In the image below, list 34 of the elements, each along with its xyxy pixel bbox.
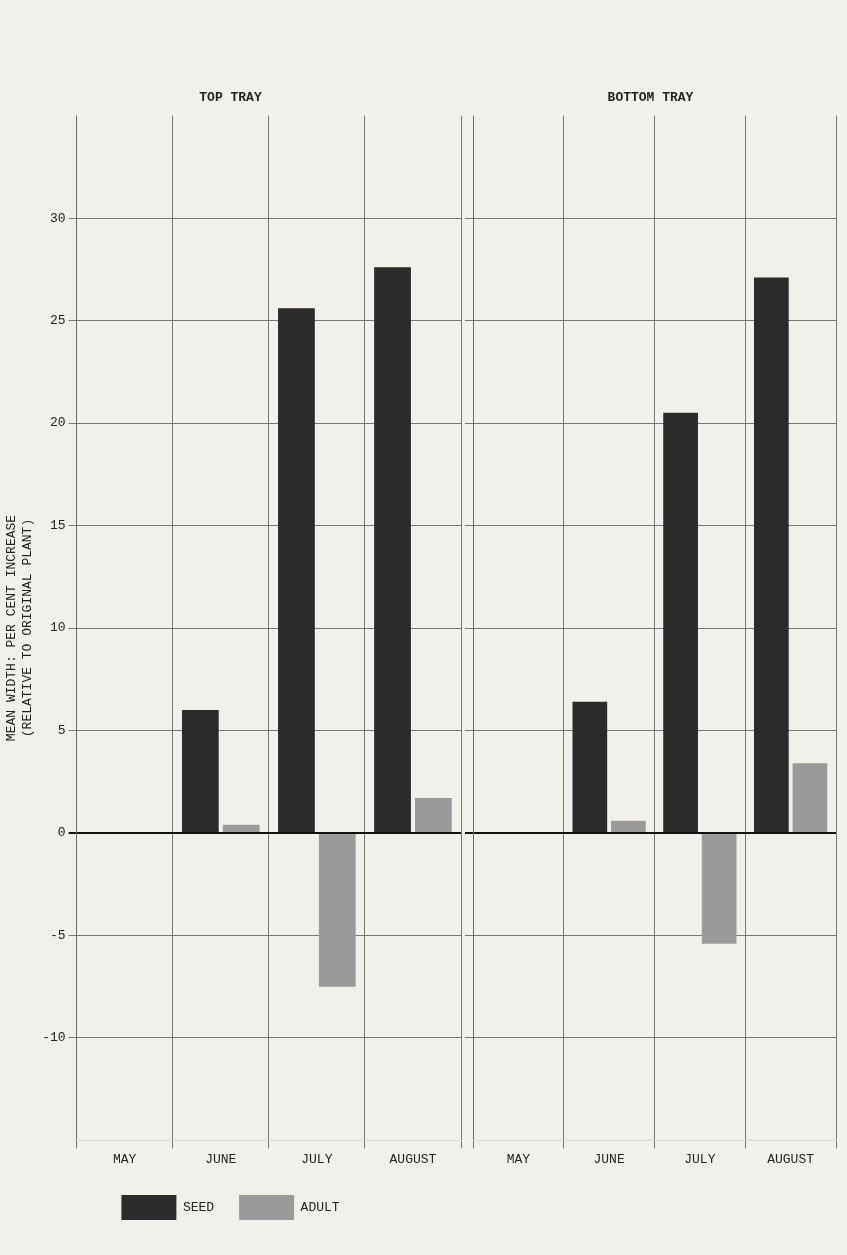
bar — [792, 763, 828, 832]
bar — [318, 833, 356, 987]
x-tick-label: MAY — [112, 1151, 137, 1167]
legend-label: SEED — [182, 1199, 215, 1215]
y-tick-label: -5 — [49, 927, 66, 943]
bar — [181, 709, 219, 832]
bar — [663, 412, 698, 832]
x-tick-label: MAY — [506, 1151, 531, 1167]
y-tick-label: -10 — [42, 1030, 66, 1046]
bar — [753, 277, 789, 832]
bar — [572, 701, 608, 832]
x-tick-label: JULY — [301, 1151, 333, 1167]
y-tick-label: 30 — [49, 210, 66, 226]
bar — [374, 267, 411, 832]
bar — [701, 833, 737, 944]
bar — [222, 824, 260, 832]
x-tick-label: JUNE — [593, 1151, 625, 1167]
y-axis-title: MEAN WIDTH: PER CENT INCREASE (RELATIVE TO ORIGINAL PLANT) — [4, 514, 35, 742]
y-tick-label: 10 — [49, 620, 66, 636]
y-tick-label: 20 — [49, 415, 66, 431]
bar — [611, 820, 646, 832]
x-tick-label: AUGUST — [389, 1151, 437, 1167]
y-tick-label: 0 — [57, 825, 66, 841]
bar — [278, 308, 315, 832]
y-tick-label: 5 — [57, 722, 66, 738]
chart-title: TOP TRAY — [199, 90, 262, 106]
bar — [414, 798, 452, 832]
y-tick-label: 15 — [49, 517, 66, 533]
x-tick-label: AUGUST — [767, 1151, 815, 1167]
x-tick-label: JULY — [684, 1151, 716, 1167]
chart-title: BOTTOM TRAY — [607, 90, 694, 106]
legend-label: ADULT — [300, 1199, 340, 1215]
x-tick-label: JUNE — [205, 1151, 237, 1167]
y-tick-label: 25 — [49, 313, 66, 328]
